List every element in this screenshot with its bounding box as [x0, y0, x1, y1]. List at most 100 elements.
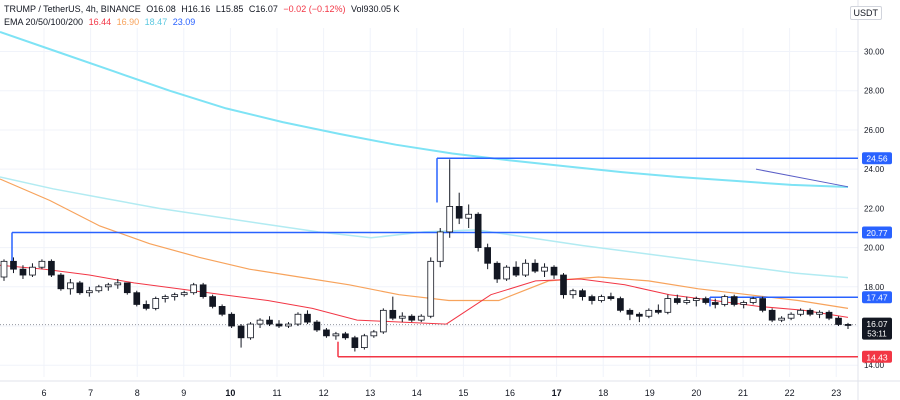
- symbol-title[interactable]: TRUMP / TetherUS, 4h, BINANCE: [4, 4, 141, 14]
- candle-body: [588, 296, 596, 301]
- candle-body: [313, 321, 321, 331]
- candle-body: [778, 317, 785, 321]
- ema200-value: 23.09: [172, 17, 196, 27]
- price-line-label: 20.77: [866, 228, 888, 238]
- volume-value: Vol930.05 K: [350, 4, 400, 14]
- candle-body: [825, 311, 833, 319]
- candle-body: [266, 319, 273, 325]
- candle-body: [683, 300, 691, 303]
- candle-body: [493, 262, 501, 280]
- candle-body: [816, 311, 823, 315]
- candle-body: [199, 284, 207, 298]
- candle-body: [95, 286, 103, 292]
- candle-body: [512, 266, 520, 276]
- y-tick-label: 30.00: [864, 48, 885, 57]
- candle-body: [48, 260, 55, 276]
- x-tick-label: 8: [135, 388, 140, 398]
- candle-body: [749, 298, 757, 303]
- candle-body: [190, 284, 198, 294]
- y-tick-label: 14.00: [864, 361, 885, 370]
- candle-body: [408, 315, 416, 321]
- candle-body: [673, 298, 681, 303]
- candle-body: [474, 213, 482, 248]
- candle-body: [142, 304, 150, 309]
- candle-body: [123, 282, 131, 294]
- candle-body: [76, 282, 84, 294]
- candle-body: [797, 309, 804, 315]
- candle-body: [759, 298, 766, 311]
- candle-body: [86, 290, 93, 294]
- ema200-line: [0, 30, 849, 188]
- price-line-tag: [862, 350, 892, 363]
- candle-body: [484, 247, 491, 264]
- price-line-label: 14.43: [866, 352, 888, 362]
- ema-label[interactable]: EMA 20/50/100/200: [4, 17, 84, 27]
- candle-body: [835, 317, 842, 325]
- candle-body: [228, 313, 235, 327]
- candle-body: [10, 260, 17, 270]
- candle-body: [579, 290, 586, 298]
- ema50-line: [0, 178, 849, 309]
- candle-body: [417, 315, 425, 321]
- x-tick-label: 14: [412, 388, 422, 398]
- candle-body: [351, 337, 359, 348]
- y-tick-label: 20.00: [864, 244, 885, 253]
- candle-body: [654, 309, 662, 313]
- candle-body: [626, 309, 634, 315]
- candle-body: [361, 335, 368, 348]
- candle-body: [29, 266, 36, 276]
- x-tick-label: 15: [458, 388, 468, 398]
- x-tick-label: 23: [831, 388, 841, 398]
- candle-body: [398, 315, 406, 319]
- x-tick-label: 16: [505, 388, 515, 398]
- price-line-label: 24.56: [866, 154, 888, 164]
- candle-body: [721, 296, 729, 305]
- low-value: L15.85: [215, 4, 244, 14]
- candle-body: [114, 282, 122, 286]
- candle-body: [67, 282, 74, 290]
- candle-body: [209, 296, 216, 307]
- currency-button[interactable]: USDT: [849, 6, 882, 20]
- candle-body: [664, 298, 672, 313]
- current-price-label: 16.07: [866, 319, 888, 329]
- x-tick-label: 7: [88, 388, 93, 398]
- x-tick-label: 17: [552, 388, 562, 398]
- candle-body: [275, 323, 283, 327]
- y-tick-label: 24.00: [864, 165, 885, 174]
- trend-line: [755, 168, 849, 188]
- candle-body: [730, 296, 738, 305]
- ema100-value: 18.47: [144, 17, 168, 27]
- candle-body: [332, 333, 340, 337]
- candle-body: [636, 313, 643, 317]
- candle-body: [304, 313, 311, 323]
- candle-body: [294, 313, 302, 325]
- ema-legend: EMA 20/50/100/200 16.44 16.90 18.47 23.0…: [4, 17, 198, 27]
- symbol-legend: TRUMP / TetherUS, 4h, BINANCE O16.08 H16…: [4, 4, 403, 14]
- x-tick-label: 21: [738, 388, 748, 398]
- candle-body: [503, 266, 510, 280]
- candle-body: [180, 292, 188, 296]
- candle-body: [550, 266, 558, 276]
- ema20-value: 16.44: [88, 17, 112, 27]
- candle-body: [323, 329, 330, 337]
- price-line-tag: [862, 291, 892, 304]
- candle-body: [768, 309, 776, 321]
- x-tick-label: 13: [365, 388, 375, 398]
- candle-body: [541, 266, 548, 272]
- price-line-tag: [862, 226, 892, 239]
- candle-body: [0, 260, 8, 278]
- candle-body: [531, 262, 539, 272]
- candle-body: [617, 298, 624, 311]
- current-price-tag: [862, 317, 892, 340]
- ema100-line: [0, 176, 849, 279]
- candle-body: [598, 296, 605, 301]
- y-tick-label: 26.00: [864, 126, 885, 135]
- y-tick-label: 18.00: [864, 283, 885, 292]
- candle-body: [455, 206, 463, 219]
- y-tick-label: 28.00: [864, 87, 885, 96]
- candle-body: [57, 274, 65, 290]
- candle-body: [19, 268, 27, 276]
- candle-body: [560, 274, 567, 296]
- candle-body: [607, 296, 615, 299]
